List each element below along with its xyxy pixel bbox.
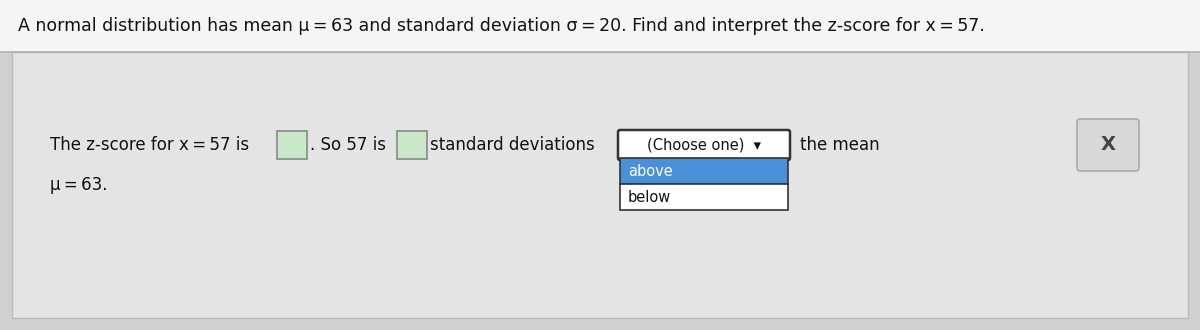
Text: A normal distribution has mean μ = 63 and standard deviation σ = 20. Find and in: A normal distribution has mean μ = 63 an… <box>18 17 985 35</box>
Bar <box>620 184 788 210</box>
Text: The z-score for x = 57 is: The z-score for x = 57 is <box>50 136 250 154</box>
FancyBboxPatch shape <box>618 130 790 160</box>
Text: standard deviations: standard deviations <box>430 136 595 154</box>
Text: the mean: the mean <box>800 136 880 154</box>
Text: X: X <box>1100 136 1116 154</box>
Text: (Choose one)  ▾: (Choose one) ▾ <box>647 138 761 152</box>
Text: . So 57 is: . So 57 is <box>310 136 386 154</box>
FancyBboxPatch shape <box>277 131 307 159</box>
Bar <box>12 52 1188 318</box>
Text: below: below <box>628 189 671 205</box>
Bar <box>620 158 788 184</box>
Bar <box>0 0 1200 52</box>
Text: μ = 63.: μ = 63. <box>50 176 108 194</box>
FancyBboxPatch shape <box>397 131 427 159</box>
Text: above: above <box>628 163 673 179</box>
FancyBboxPatch shape <box>1078 119 1139 171</box>
